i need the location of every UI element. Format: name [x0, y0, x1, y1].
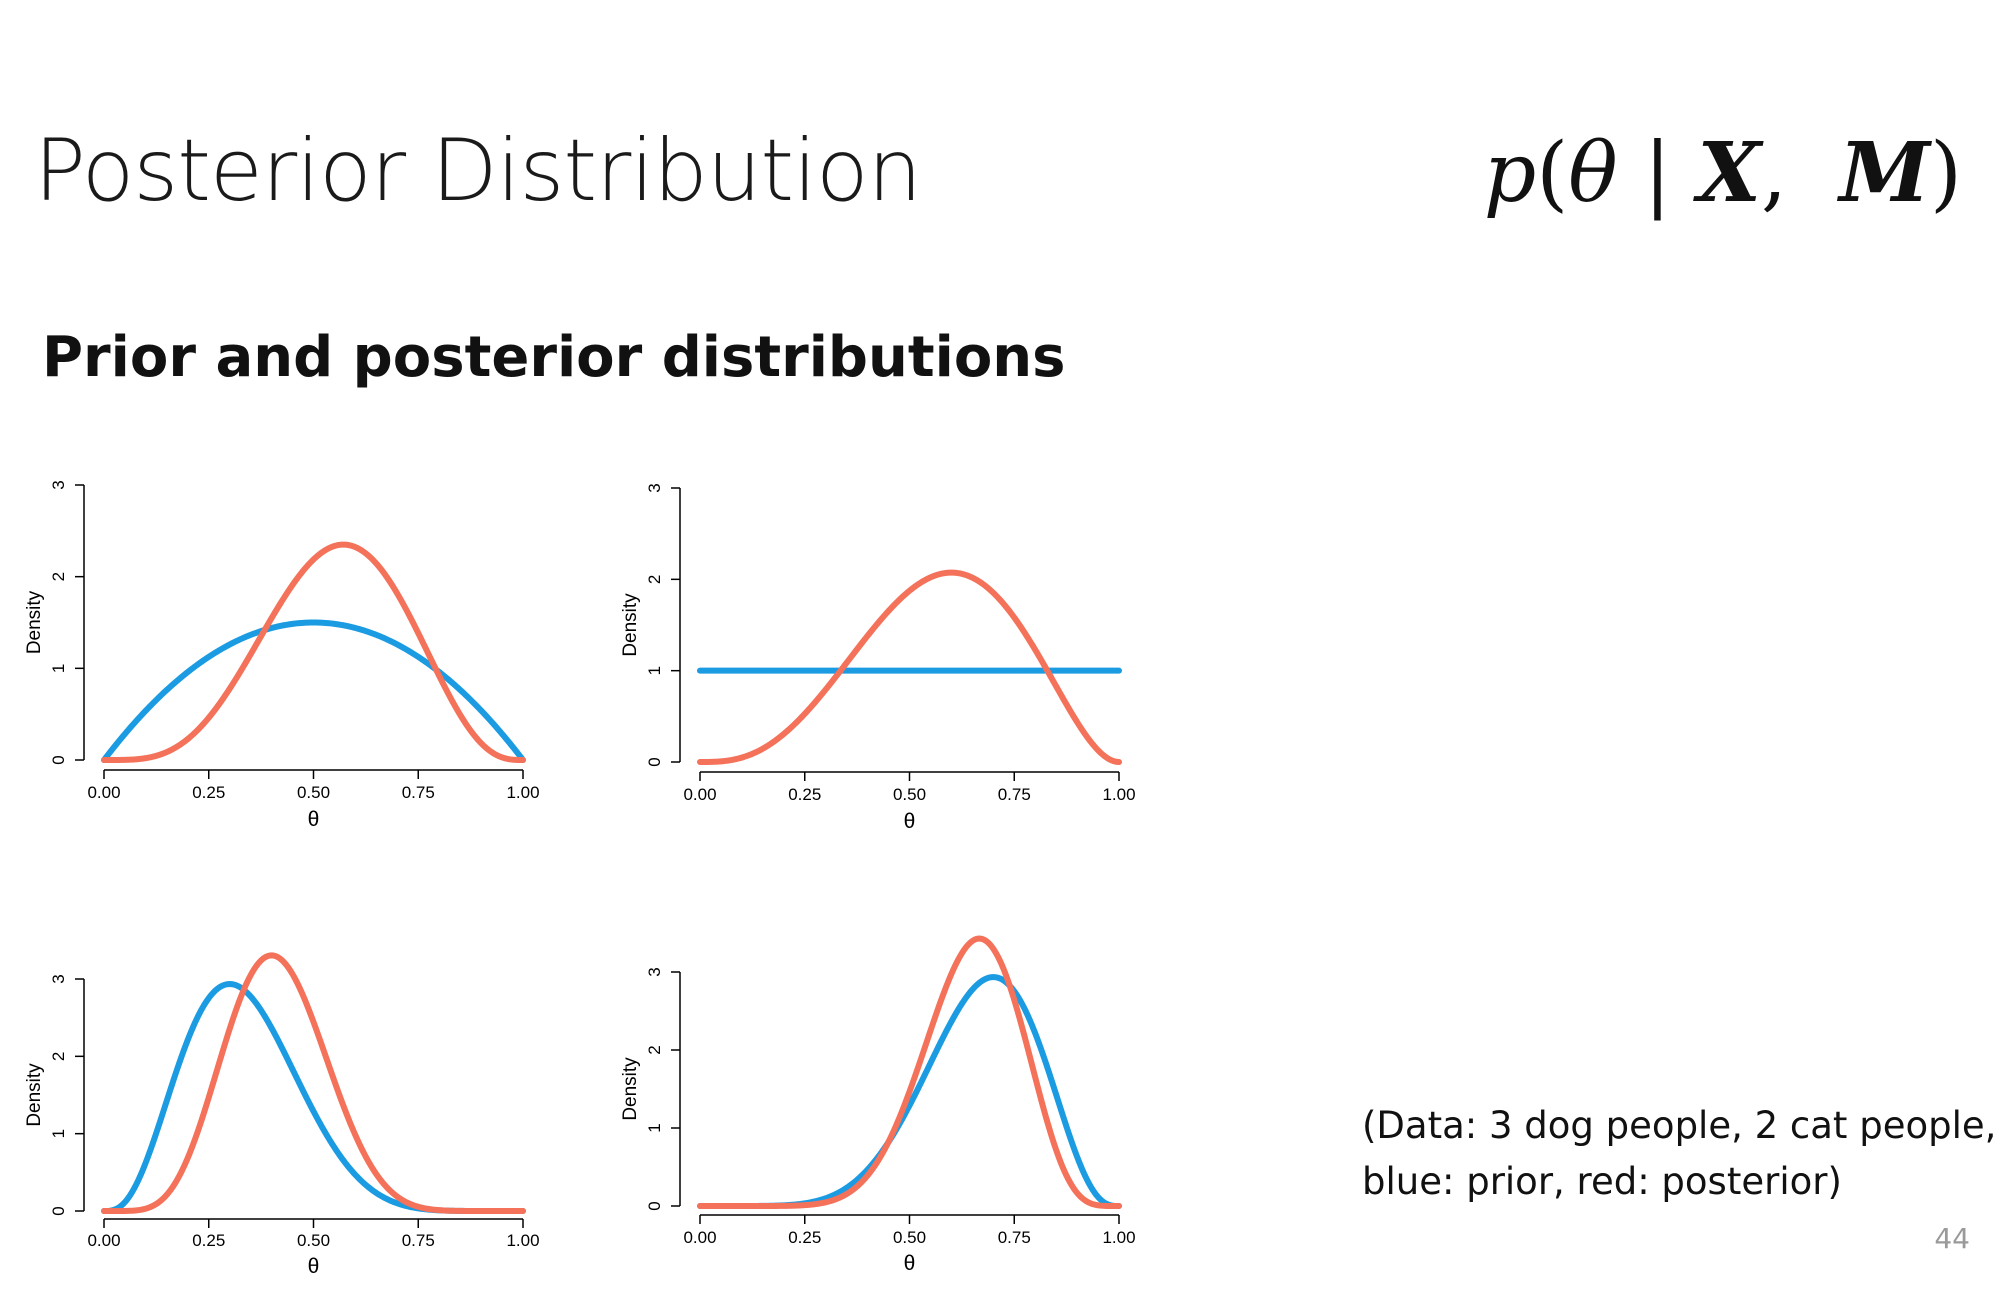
y-tick-label: 0: [49, 755, 68, 764]
x-tick-label: 0.50: [893, 785, 926, 804]
y-tick-label: 3: [645, 483, 664, 492]
y-axis-label: Density: [620, 1057, 641, 1121]
y-tick-label: 2: [645, 1045, 664, 1054]
y-tick-label: 2: [49, 1052, 68, 1061]
y-tick-label: 1: [645, 1123, 664, 1132]
x-tick-label: 0.50: [297, 783, 330, 802]
posterior-density-curve: [101, 541, 526, 763]
formula-p: p: [1483, 126, 1537, 221]
x-tick-label: 0.75: [998, 785, 1031, 804]
x-tick-label: 1.00: [1102, 785, 1135, 804]
plot-4-prior-right-skewed: 0.00 0.25 0.50 0.75 1.00 θ 0 1 2 3 Density: [620, 935, 1136, 1275]
x-tick-label: 0.25: [788, 1228, 821, 1247]
x-axis-label: θ: [308, 808, 320, 831]
note-line-1: (Data: 3 dog people, 2 cat people,: [1362, 1104, 1997, 1147]
y-tick-label: 3: [49, 974, 68, 983]
y-axis-label: Density: [24, 590, 45, 654]
plot-2-prior-uniform: 0.00 0.25 0.50 0.75 1.00 θ 0 1 2 3 Density: [620, 483, 1136, 833]
posterior-formula: p(θ | X, M): [1484, 132, 1962, 215]
prior-density-curve: [101, 619, 526, 763]
formula-comma: ,: [1761, 126, 1788, 221]
x-axis-label: θ: [904, 810, 916, 833]
x-tick-label: 0.25: [788, 785, 821, 804]
formula-x: X: [1697, 125, 1761, 221]
y-tick-label: 0: [645, 757, 664, 766]
x-tick-label: 1.00: [506, 1231, 539, 1250]
formula-bar: |: [1643, 126, 1672, 221]
y-tick-label: 2: [645, 575, 664, 584]
posterior-density-curve: [697, 935, 1122, 1209]
formula-open-paren: (: [1536, 126, 1569, 221]
y-axis-label: Density: [620, 593, 641, 657]
x-tick-label: 0.75: [402, 1231, 435, 1250]
y-tick-label: 3: [645, 967, 664, 976]
x-tick-label: 0.75: [402, 783, 435, 802]
x-tick-label: 1.00: [1102, 1228, 1135, 1247]
formula-theta: θ: [1568, 126, 1618, 221]
data-legend-note: (Data: 3 dog people, 2 cat people, blue:…: [1362, 1098, 1996, 1210]
y-tick-label: 3: [49, 480, 68, 489]
x-tick-label: 0.00: [87, 1231, 120, 1250]
y-tick-label: 1: [645, 666, 664, 675]
y-tick-label: 0: [49, 1206, 68, 1215]
posterior-density-curve: [697, 569, 1122, 765]
section-subtitle: Prior and posterior distributions: [42, 325, 1066, 390]
formula-close-paren: ): [1930, 126, 1962, 221]
page-number: 44: [1934, 1222, 1970, 1255]
x-tick-label: 0.25: [192, 783, 225, 802]
plot-3-prior-left-skewed: 0.00 0.25 0.50 0.75 1.00 θ 0 1 2 3 Density: [24, 952, 540, 1278]
note-line-2: blue: prior, red: posterior): [1362, 1160, 1842, 1203]
formula-m: M: [1839, 125, 1930, 221]
plot-1-prior-beta22: 0.00 0.25 0.50 0.75 1.00 θ 0 1 2 3 Density: [24, 480, 540, 831]
y-axis-label: Density: [24, 1063, 45, 1127]
x-tick-label: 0.00: [683, 785, 716, 804]
x-tick-label: 0.75: [998, 1228, 1031, 1247]
x-tick-label: 0.50: [893, 1228, 926, 1247]
posterior-density-curve: [101, 952, 526, 1214]
x-tick-label: 0.00: [87, 783, 120, 802]
y-tick-label: 1: [49, 1129, 68, 1138]
x-axis-label: θ: [904, 1252, 916, 1275]
x-tick-label: 0.50: [297, 1231, 330, 1250]
x-tick-label: 1.00: [506, 783, 539, 802]
x-tick-label: 0.00: [683, 1228, 716, 1247]
y-tick-label: 1: [49, 664, 68, 673]
slide-title: Posterior Distribution: [34, 121, 922, 221]
x-tick-label: 0.25: [192, 1231, 225, 1250]
x-axis-label: θ: [308, 1255, 320, 1278]
y-tick-label: 0: [645, 1201, 664, 1210]
y-tick-label: 2: [49, 572, 68, 581]
